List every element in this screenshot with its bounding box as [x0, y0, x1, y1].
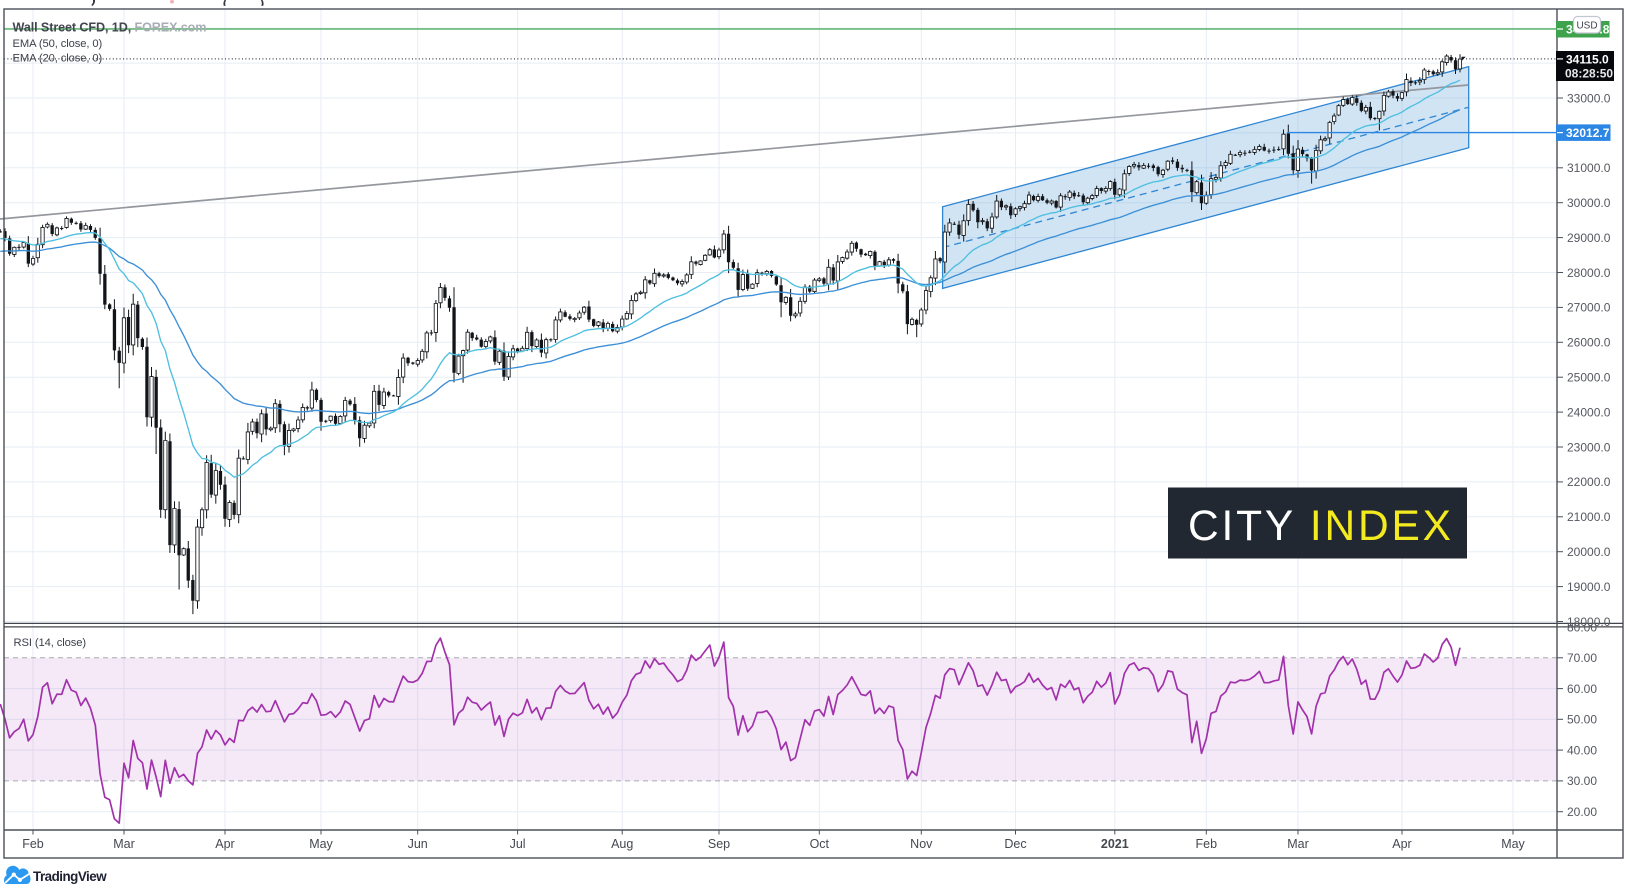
svg-text:Feb: Feb — [22, 837, 44, 851]
svg-text:EMA (50, close, 0): EMA (50, close, 0) — [13, 38, 103, 50]
svg-text:Wall Street CFD, 1D, FOREX.com: Wall Street CFD, 1D, FOREX.com — [13, 20, 207, 34]
svg-text:USD: USD — [1576, 20, 1597, 31]
svg-text:30000.0: 30000.0 — [1567, 196, 1611, 210]
svg-text:26000.0: 26000.0 — [1567, 336, 1611, 350]
svg-text:31000.0: 31000.0 — [1567, 161, 1611, 175]
svg-text:Dec: Dec — [1004, 837, 1026, 851]
svg-text:CITY INDEX: CITY INDEX — [1188, 503, 1454, 550]
svg-text:60.00: 60.00 — [1567, 682, 1597, 696]
svg-text:Jun: Jun — [408, 837, 428, 851]
svg-text:Mar: Mar — [1287, 837, 1309, 851]
svg-text:23000.0: 23000.0 — [1567, 440, 1611, 454]
svg-text:70.00: 70.00 — [1567, 651, 1597, 665]
svg-text:May: May — [309, 837, 333, 851]
svg-text:29000.0: 29000.0 — [1567, 231, 1611, 245]
svg-text:Nov: Nov — [910, 837, 933, 851]
svg-text:19000.0: 19000.0 — [1567, 580, 1611, 594]
svg-text:32012.7: 32012.7 — [1566, 126, 1610, 140]
svg-text:40.00: 40.00 — [1567, 743, 1597, 757]
svg-text:50.00: 50.00 — [1567, 713, 1597, 727]
svg-text:TradingView: TradingView — [33, 869, 107, 884]
svg-text:25000.0: 25000.0 — [1567, 371, 1611, 385]
svg-text:28000.0: 28000.0 — [1567, 266, 1611, 280]
svg-text:Apr: Apr — [215, 837, 234, 851]
svg-text:Jul: Jul — [510, 837, 526, 851]
svg-text:08:28:50: 08:28:50 — [1565, 67, 1613, 81]
svg-text:18000.0: 18000.0 — [1567, 615, 1611, 629]
svg-text:30.00: 30.00 — [1567, 774, 1597, 788]
svg-text:Sep: Sep — [708, 837, 730, 851]
svg-text:RSI (14, close): RSI (14, close) — [14, 637, 87, 649]
svg-text:33000.0: 33000.0 — [1567, 91, 1611, 105]
svg-text:2021: 2021 — [1101, 837, 1129, 851]
svg-text:May: May — [1501, 837, 1525, 851]
svg-text:80.00: 80.00 — [1567, 620, 1597, 634]
svg-text:34115.0: 34115.0 — [1566, 53, 1609, 67]
svg-text:Apr: Apr — [1392, 837, 1411, 851]
svg-text:Aug: Aug — [611, 837, 633, 851]
svg-text:22000.0: 22000.0 — [1567, 475, 1611, 489]
svg-text:20000.0: 20000.0 — [1567, 545, 1611, 559]
svg-text:Mar: Mar — [113, 837, 135, 851]
svg-text:20.00: 20.00 — [1567, 805, 1597, 819]
svg-text:Feb: Feb — [1196, 837, 1218, 851]
svg-text:21000.0: 21000.0 — [1567, 510, 1611, 524]
svg-text:Oct: Oct — [810, 837, 830, 851]
svg-text:27000.0: 27000.0 — [1567, 301, 1611, 315]
svg-text:24000.0: 24000.0 — [1567, 405, 1611, 419]
svg-text:EMA (20, close, 0): EMA (20, close, 0) — [13, 52, 103, 64]
